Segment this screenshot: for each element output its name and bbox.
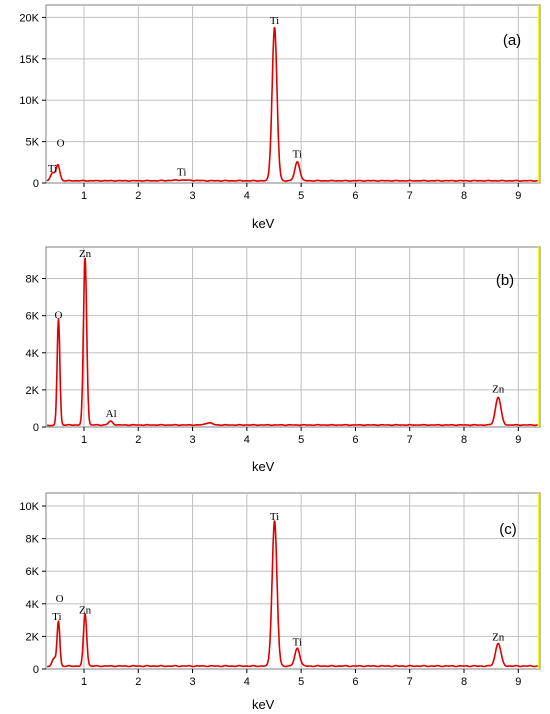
x-tick-label: 8 [461, 676, 467, 688]
x-tick-label: 4 [244, 434, 250, 446]
x-tick-label: 4 [244, 190, 250, 202]
x-tick-label: 3 [190, 190, 196, 202]
eds-spectrum-a: 1 2 3 4 5 6 7 8 9 0 5K 10K 15K 20K Ti O Ti Ti Ti (a) keV [19, 4, 541, 231]
plot-frame [45, 492, 541, 670]
x-tick-label: 8 [461, 190, 467, 202]
x-tick-label: 5 [298, 190, 304, 202]
peak-label: Ti [270, 511, 279, 523]
peak-label: Zn [492, 631, 505, 643]
y-tick-label: 15K [19, 54, 39, 66]
x-tick-label: 1 [81, 434, 87, 446]
x-tick-label: 5 [298, 434, 304, 446]
y-tick-label: 2K [26, 631, 40, 643]
peak-label: O [55, 309, 63, 321]
x-tick-label: 4 [244, 676, 250, 688]
y-tick-label: 5K [26, 137, 40, 149]
y-tick-label: 0 [33, 422, 39, 434]
y-tick-label: 20K [19, 12, 39, 24]
x-axis-label: keV [252, 697, 275, 712]
plot-frame [45, 246, 541, 428]
y-tick-label: 10K [19, 501, 39, 513]
eds-spectrum-b: 1 2 3 4 5 6 7 8 9 0 2K 4K 6K 8K Zn O Al Zn (b) keV [26, 246, 541, 474]
peak-label: Ti [293, 636, 302, 648]
peak-label: Ti [293, 148, 302, 160]
x-tick-label: 7 [407, 676, 413, 688]
y-tick-label: 2K [26, 385, 40, 397]
peak-label: Ti [177, 167, 186, 179]
plot-frame [45, 4, 541, 184]
spectrum-line [46, 26, 539, 182]
peak-label: O [57, 138, 65, 150]
x-tick-label: 2 [135, 190, 141, 202]
y-tick-label: 6K [26, 311, 40, 323]
x-tick-label: 3 [190, 676, 196, 688]
x-tick-label: 5 [298, 676, 304, 688]
peak-label: Al [106, 408, 117, 420]
x-tick-label: 8 [461, 434, 467, 446]
x-axis-label: keV [252, 459, 275, 474]
x-tick-label: 1 [81, 676, 87, 688]
x-tick-label: 1 [81, 190, 87, 202]
y-tick-label: 8K [26, 534, 40, 546]
x-tick-label: 6 [352, 190, 358, 202]
y-tick-label: 6K [26, 566, 40, 578]
peak-label: O [56, 593, 64, 605]
y-tick-label: 4K [26, 348, 40, 360]
x-tick-label: 6 [352, 434, 358, 446]
panel-label: (c) [499, 521, 517, 538]
x-tick-label: 2 [135, 676, 141, 688]
y-tick-label: 4K [26, 599, 40, 611]
x-tick-label: 3 [190, 434, 196, 446]
panel-label: (b) [496, 272, 514, 289]
peak-label: Zn [79, 248, 92, 260]
peak-label: Ti [270, 15, 279, 27]
spectrum-line [46, 520, 539, 668]
x-tick-label: 7 [407, 190, 413, 202]
peak-label: Ti [52, 611, 61, 623]
x-tick-label: 6 [352, 676, 358, 688]
y-tick-label: 0 [33, 178, 39, 190]
x-tick-label: 9 [515, 434, 521, 446]
panel-label: (a) [503, 32, 521, 49]
x-tick-label: 9 [515, 190, 521, 202]
peak-label: Zn [492, 384, 505, 396]
y-tick-label: 10K [19, 95, 39, 107]
spectrum-line [46, 257, 539, 427]
peak-label: Ti [48, 163, 57, 175]
y-tick-label: 8K [26, 274, 40, 286]
eds-spectrum-c: 1 2 3 4 5 6 7 8 9 0 2K 4K 6K 8K 10K O Ti Zn Ti Ti Zn (c) keV [19, 492, 541, 712]
peak-label: Zn [79, 605, 92, 617]
x-tick-label: 2 [135, 434, 141, 446]
x-tick-label: 9 [515, 676, 521, 688]
x-tick-label: 7 [407, 434, 413, 446]
x-axis-label: keV [252, 216, 275, 231]
y-tick-label: 0 [33, 664, 39, 676]
